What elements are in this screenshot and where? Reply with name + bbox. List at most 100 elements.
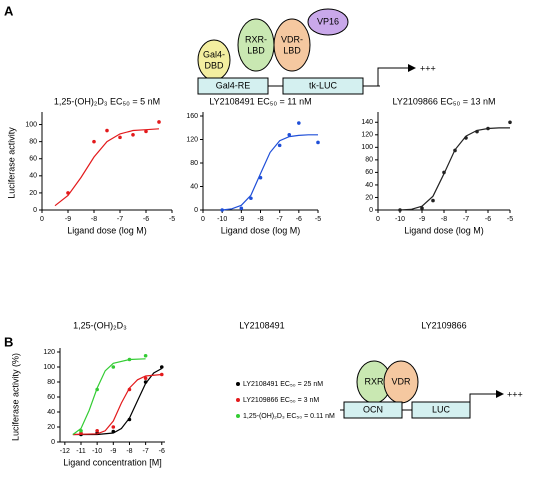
data-point (127, 387, 132, 392)
arrow-head (408, 64, 416, 72)
element-label: LUC (432, 404, 451, 414)
data-point (118, 135, 122, 140)
data-point (316, 140, 320, 145)
x-tick-label: -8 (91, 216, 97, 223)
output: +++ (507, 389, 523, 399)
data-point (157, 120, 161, 124)
x-tick-label: -9 (419, 216, 425, 223)
y-tick-label: 0 (51, 439, 55, 446)
element (197, 77, 269, 95)
x-tick-label: -11 (76, 448, 86, 455)
x-tick-label: -5 (169, 216, 175, 223)
x-tick-label: -6 (143, 216, 149, 223)
y-tick-label: 100 (43, 364, 55, 371)
data-point (95, 387, 99, 392)
y-tick-label: 60 (29, 156, 37, 163)
y-tick-label: 60 (47, 394, 55, 401)
protein-label: Gal4- (203, 49, 225, 59)
y-tick-label: 160 (186, 113, 198, 120)
y-tick-label: 100 (361, 144, 373, 151)
y-tick-label: 40 (365, 182, 373, 189)
x-tick-label: 0 (376, 216, 380, 223)
data-point (297, 121, 301, 125)
x-tick-label: 0 (201, 216, 205, 223)
data-point (159, 365, 164, 369)
protein-label: VDR (391, 376, 411, 386)
element-label: OCN (363, 404, 383, 414)
chart-title: LY2109866 EC₅₀ = 13 nM (392, 96, 495, 106)
panel-label: B (4, 334, 13, 349)
y-tick-label: 20 (29, 190, 37, 197)
data-point (131, 133, 135, 137)
protein-label: VDR- (281, 34, 303, 44)
x-axis-label: Ligand dose (log M) (404, 225, 484, 235)
y-tick-label: 80 (29, 138, 37, 145)
y-tick-label: 80 (190, 160, 198, 167)
y-tick-label: 40 (47, 409, 55, 416)
data-point (143, 380, 148, 384)
y-tick-label: 40 (29, 173, 37, 180)
data-point (431, 198, 435, 203)
data-point (249, 196, 253, 201)
protein (273, 18, 311, 72)
data-point (159, 372, 164, 377)
x-axis-label: Ligand concentration [M] (63, 457, 162, 467)
data-point (398, 208, 402, 212)
compound-name: 1,25-(OH)₂D₃ (73, 320, 127, 330)
x-tick-label: -5 (315, 216, 321, 223)
y-tick-label: 100 (25, 121, 37, 128)
data-point (111, 425, 116, 429)
panel-label: A (4, 3, 14, 18)
data-point (143, 353, 148, 358)
fit-curve (72, 367, 163, 436)
x-tick-label: 0 (40, 216, 44, 223)
fit-curve (222, 134, 318, 211)
x-tick-label: -8 (126, 448, 132, 455)
y-tick-label: 60 (365, 169, 373, 176)
protein-label: VP16 (317, 16, 339, 26)
arrow-head (496, 390, 504, 398)
data-point (66, 191, 70, 195)
compound-name: LY2108491 (239, 320, 284, 330)
element-label: tk-LUC (309, 80, 338, 90)
x-tick-label: -7 (117, 216, 123, 223)
x-tick-label: -5 (507, 216, 513, 223)
data-point (420, 206, 424, 210)
y-tick-label: 120 (361, 132, 373, 139)
data-point (277, 143, 282, 148)
x-tick-label: -9 (65, 216, 71, 223)
fit-curve (72, 358, 146, 435)
y-tick-label: 20 (365, 194, 373, 201)
y-tick-label: 0 (369, 207, 373, 214)
x-tick-label: -9 (110, 448, 116, 455)
data-point (144, 129, 148, 134)
x-tick-label: -9 (238, 216, 244, 223)
data-point (220, 208, 224, 212)
data-point (95, 428, 99, 433)
x-tick-label: -7 (142, 448, 148, 455)
fit-curve (72, 373, 162, 436)
data-point (475, 129, 479, 134)
data-point (464, 136, 468, 140)
arrow (377, 67, 408, 86)
legend-marker (236, 398, 240, 402)
data-point (127, 417, 132, 422)
data-point (127, 357, 132, 362)
x-axis-label: Ligand dose (log M) (221, 225, 301, 235)
protein-label: LBD (247, 45, 265, 55)
data-point (287, 133, 292, 137)
x-tick-label: -8 (257, 216, 263, 223)
chart-title: LY2108491 EC₅₀ = 11 nM (209, 96, 311, 106)
compound-name: LY2109866 (421, 320, 466, 330)
data-point (92, 139, 96, 144)
legend-marker (236, 414, 240, 418)
protein (307, 8, 349, 36)
arrow (469, 393, 496, 410)
data-point (258, 175, 263, 180)
y-tick-label: 40 (190, 183, 198, 190)
chart-title: 1,25-(OH)₂D₃ EC₅₀ = 5 nM (54, 96, 160, 106)
legend-label: 1,25-(OH)₂D₃ EC₅₀ = 0.11 nM (243, 413, 335, 420)
data-point (453, 148, 457, 153)
